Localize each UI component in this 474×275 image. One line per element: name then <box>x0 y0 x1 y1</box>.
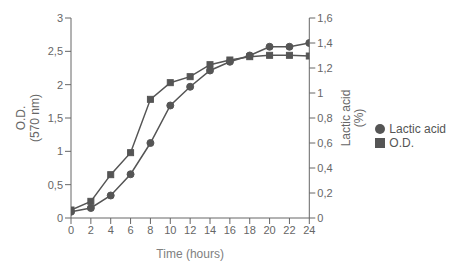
html-text:O.D.: O.D. <box>389 135 414 150</box>
svg-text:1: 1 <box>317 87 323 99</box>
svg-text:20: 20 <box>263 224 275 236</box>
svg-text:2: 2 <box>57 79 63 91</box>
svg-text:22: 22 <box>283 224 295 236</box>
svg-text:6: 6 <box>128 224 134 236</box>
svg-text:1,5: 1,5 <box>48 112 63 124</box>
svg-text:1,4: 1,4 <box>317 37 332 49</box>
svg-text:Time (hours): Time (hours) <box>156 247 224 261</box>
svg-text:3: 3 <box>57 12 63 24</box>
html-text:Lactic acid: Lactic acid <box>389 121 446 136</box>
svg-text:16: 16 <box>224 224 236 236</box>
svg-text:4: 4 <box>108 224 114 236</box>
svg-text:10: 10 <box>164 224 176 236</box>
svg-text:2: 2 <box>88 224 94 236</box>
svg-text:18: 18 <box>244 224 256 236</box>
svg-text:0,6: 0,6 <box>317 137 332 149</box>
svg-text:0: 0 <box>317 212 323 224</box>
svg-text:12: 12 <box>184 224 196 236</box>
svg-text:14: 14 <box>204 224 216 236</box>
svg-text:1,2: 1,2 <box>317 62 332 74</box>
svg-text:8: 8 <box>147 224 153 236</box>
svg-text:24: 24 <box>303 224 315 236</box>
svg-text:0,8: 0,8 <box>317 112 332 124</box>
svg-text:0,5: 0,5 <box>48 179 63 191</box>
svg-text:0,4: 0,4 <box>317 162 332 174</box>
svg-text:O.D.(570 nm): O.D.(570 nm) <box>14 94 41 142</box>
svg-text:2,5: 2,5 <box>48 45 63 57</box>
svg-text:Lactic acid(%): Lactic acid(%) <box>339 90 366 147</box>
svg-text:1,6: 1,6 <box>317 12 332 24</box>
svg-text:0,2: 0,2 <box>317 187 332 199</box>
svg-text:1: 1 <box>57 145 63 157</box>
svg-text:0: 0 <box>57 212 63 224</box>
svg-text:0: 0 <box>68 224 74 236</box>
